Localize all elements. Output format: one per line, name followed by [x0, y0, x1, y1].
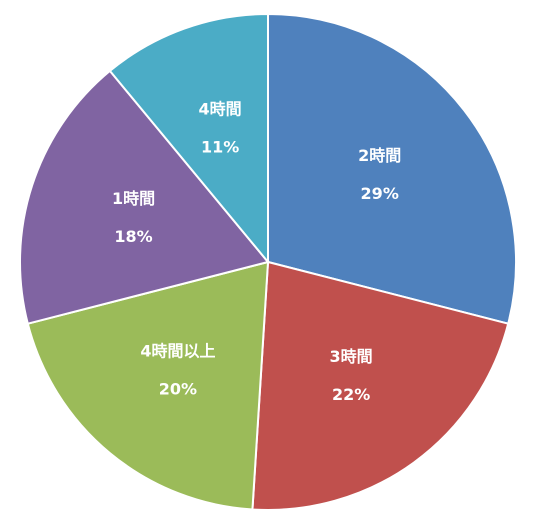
pie-slice	[108, 12, 269, 265]
slice-value-label: 29%	[361, 184, 399, 203]
slice-category-label: 4時間	[199, 99, 242, 118]
pie-slice	[251, 260, 510, 511]
slice-value-label: 18%	[114, 227, 152, 246]
slice-value-label: 11%	[201, 137, 239, 156]
pie-slice	[267, 12, 517, 325]
slice-category-label: 4時間以上	[140, 341, 215, 360]
slice-category-label: 1時間	[112, 189, 155, 208]
slice-category-label: 2時間	[358, 146, 401, 165]
slice-category-label: 3時間	[330, 347, 373, 366]
slice-value-label: 22%	[332, 385, 370, 404]
pie-slice	[26, 260, 270, 511]
slice-value-label: 20%	[159, 379, 197, 398]
pie-slice	[19, 69, 270, 325]
